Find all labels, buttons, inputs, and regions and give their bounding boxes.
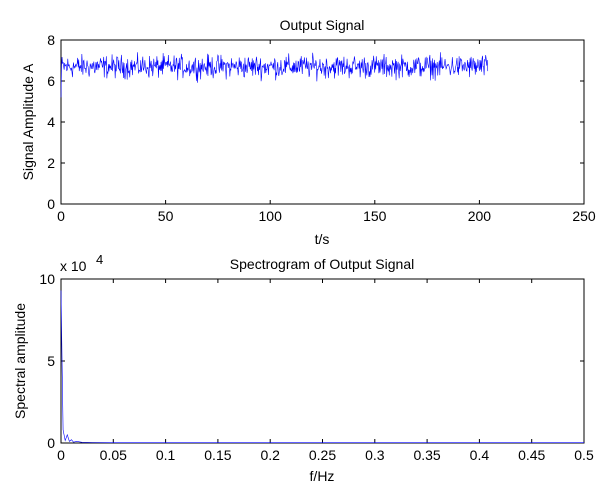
plot-1-x-tick-label: 250 bbox=[572, 208, 596, 224]
plot-1-y-tick-label: 8 bbox=[47, 32, 55, 48]
plot-1-x-tick-label: 0 bbox=[57, 208, 65, 224]
output-signal-plot: Output Signal t/s Signal Amplitude A 0 50… bbox=[20, 17, 596, 247]
plot-2-x-tick-label: 0.05 bbox=[100, 447, 127, 463]
plot-1-y-tick-label: 4 bbox=[47, 114, 55, 130]
plot-2-y-tick-label: 10 bbox=[39, 271, 55, 287]
plot-1-x-tick-label: 150 bbox=[363, 208, 387, 224]
plot-2-y-tick-label: 0 bbox=[47, 435, 55, 451]
plot-2-x-tick-label: 0.1 bbox=[156, 447, 176, 463]
plot-1-y-tick-label: 2 bbox=[47, 155, 55, 171]
plot-1-x-tick-label: 200 bbox=[468, 208, 492, 224]
plot-2-y-multiplier-label: x 10 bbox=[60, 258, 87, 274]
plot-2-y-axis-label: Spectral amplitude bbox=[12, 303, 28, 419]
plot-1-y-tick-label: 6 bbox=[47, 73, 55, 89]
plot-2-frame bbox=[60, 278, 585, 444]
plot-2-x-tick-label: 0.4 bbox=[470, 447, 490, 463]
plot-2-x-tick-label: 0.45 bbox=[518, 447, 545, 463]
plot-2-x-tick-label: 0 bbox=[57, 447, 65, 463]
plot-2-x-tick-label: 0.35 bbox=[413, 447, 440, 463]
plot-1-y-axis-label: Signal Amplitude A bbox=[20, 63, 36, 180]
spectrogram-plot: Spectrogram of Output Signal f/Hz Spectr… bbox=[12, 252, 594, 484]
plot-2-x-tick-label: 0.3 bbox=[365, 447, 385, 463]
plot-1-y-tick-label: 0 bbox=[47, 196, 55, 212]
plot-1-series-line bbox=[60, 52, 489, 98]
plot-2-y-tick-label: 5 bbox=[47, 353, 55, 369]
plot-2-title: Spectrogram of Output Signal bbox=[230, 256, 414, 272]
plot-2-x-axis-label: f/Hz bbox=[310, 468, 335, 484]
plot-2-x-tick-label: 0.25 bbox=[309, 447, 336, 463]
plot-1-x-tick-label: 100 bbox=[259, 208, 283, 224]
plot-1-x-axis-label: t/s bbox=[315, 231, 330, 247]
plot-2-x-tick-label: 0.5 bbox=[574, 447, 594, 463]
plot-2-x-tick-label: 0.2 bbox=[260, 447, 280, 463]
plot-2-y-multiplier-exponent: 4 bbox=[96, 252, 103, 267]
plot-1-title: Output Signal bbox=[280, 17, 365, 33]
plot-2-x-tick-label: 0.15 bbox=[204, 447, 231, 463]
plot-2-series-line bbox=[60, 290, 584, 443]
plot-1-x-tick-label: 50 bbox=[158, 208, 174, 224]
